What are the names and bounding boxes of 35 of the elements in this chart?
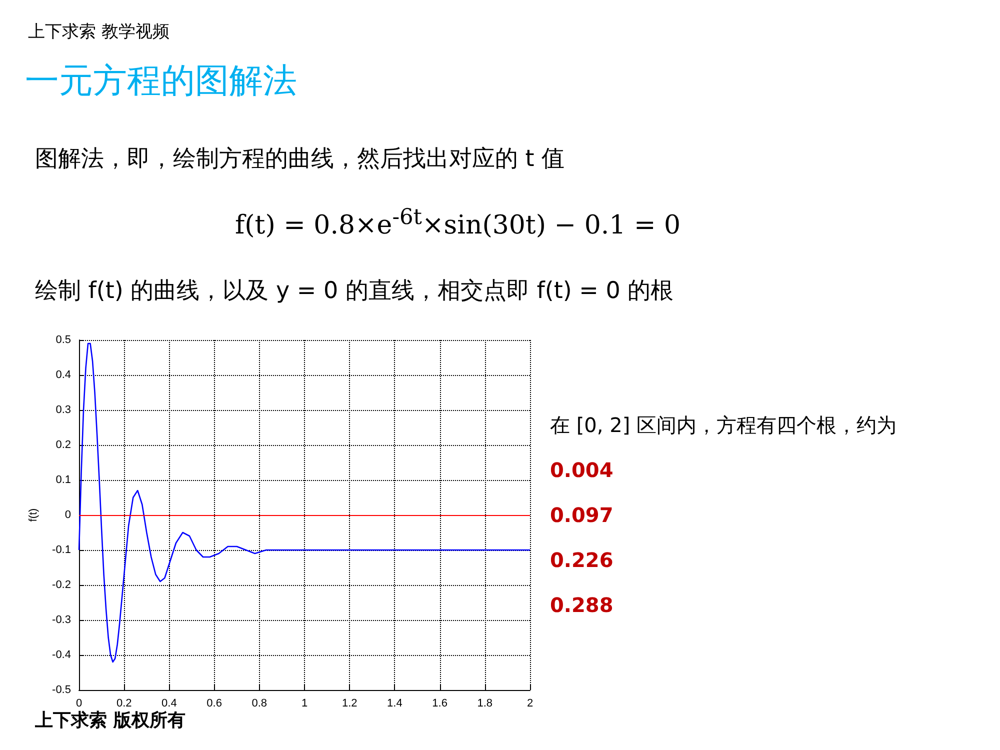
y-tick-label: 0.4 xyxy=(56,369,71,381)
x-tick-label: 1.2 xyxy=(342,698,358,710)
y-tick-label: 0.5 xyxy=(56,334,71,346)
text: 0.004 xyxy=(550,458,614,482)
x-tick-label: 0 xyxy=(76,698,82,710)
x-tick-label: 0.6 xyxy=(206,698,222,710)
x-tick-label: 0.2 xyxy=(116,698,132,710)
x-tick-label: 1.6 xyxy=(432,698,448,710)
y-tick-label: 0.1 xyxy=(56,474,71,486)
x-tick-label: 0.4 xyxy=(162,698,177,710)
line-series xyxy=(78,342,531,663)
y-tick-label: -0.3 xyxy=(52,614,71,626)
text: 在 [0, 2] 区间内，方程有四个根，约为 xyxy=(550,412,896,439)
text: f(t) = 0.8×e$^{-6t}$×sin(30t) − 0.1 = 0 xyxy=(235,205,681,241)
text: 上下求索 版权所有 xyxy=(35,709,186,732)
y-tick-label: -0.5 xyxy=(52,684,71,696)
x-tick-label: 0.8 xyxy=(252,698,268,710)
text: 0.097 xyxy=(550,503,614,527)
y-tick-label: 0.3 xyxy=(56,404,71,416)
x-tick-label: 1.4 xyxy=(387,698,402,710)
y-tick-label: -0.4 xyxy=(52,649,71,661)
text: 0.288 xyxy=(550,593,614,617)
x-tick-label: 1.8 xyxy=(477,698,493,710)
x-tick-label: 1 xyxy=(301,698,308,710)
y-tick-label: -0.1 xyxy=(52,544,71,556)
y-tick-label: -0.2 xyxy=(52,579,71,591)
y-tick-label: 0 xyxy=(64,509,71,521)
text: 绘制 f(t) 的曲线，以及 y = 0 的直线，相交点即 f(t) = 0 的根 xyxy=(35,277,674,306)
text: 0.226 xyxy=(550,548,614,572)
chart-title: 一元方程的图解法 xyxy=(25,60,297,103)
x-tick-label: 2 xyxy=(526,698,534,710)
text: 上下求索 教学视频 xyxy=(28,21,170,43)
y-axis-title: f(t) xyxy=(28,508,40,522)
y-tick-label: 0.2 xyxy=(56,439,71,451)
text: 图解法，即，绘制方程的曲线，然后找出对应的 t 值 xyxy=(35,145,565,174)
